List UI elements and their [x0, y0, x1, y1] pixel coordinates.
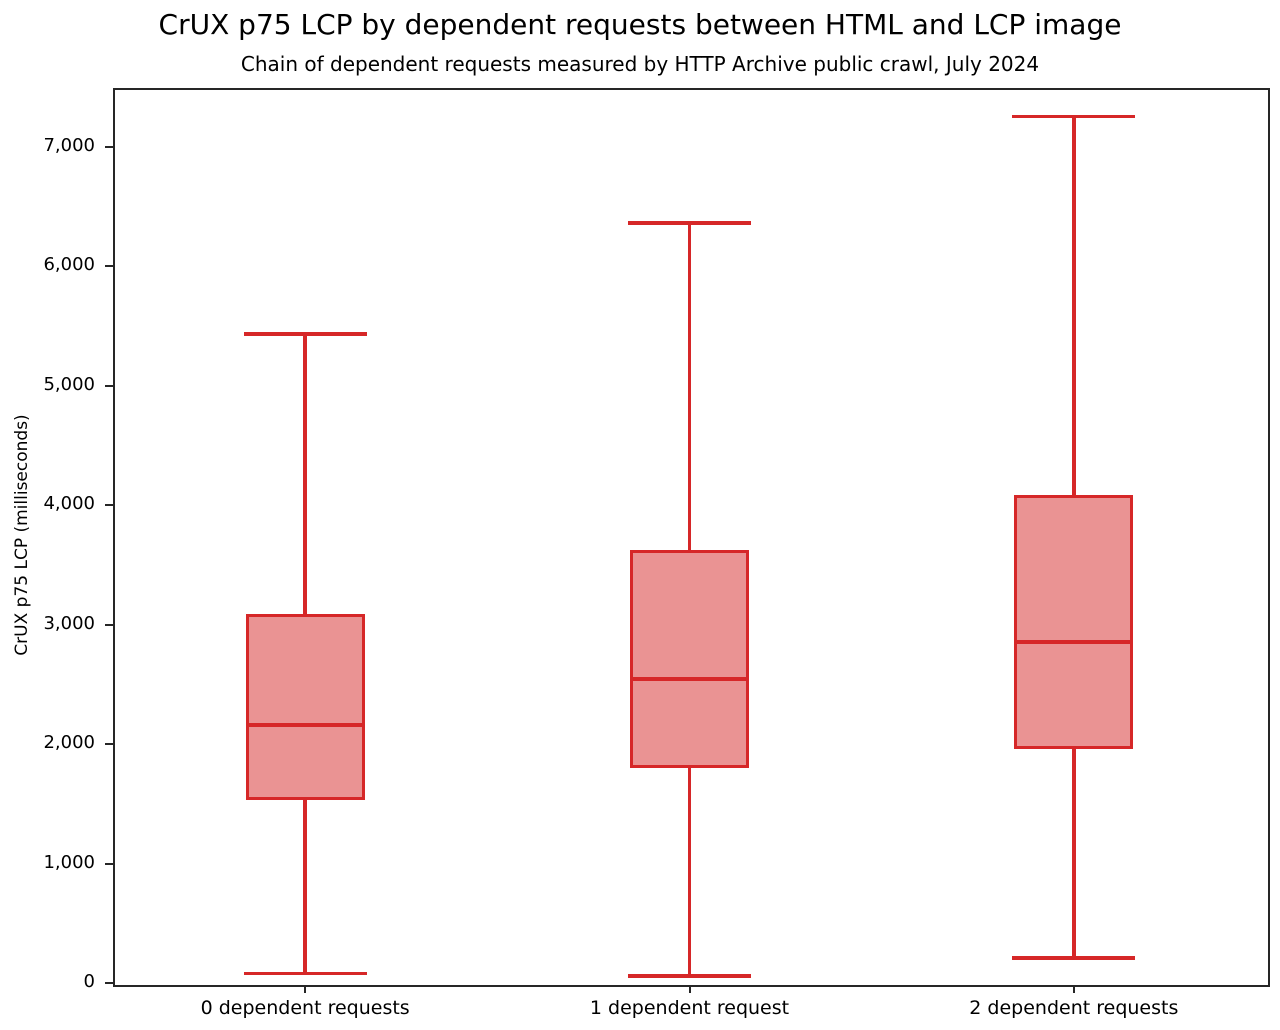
- y-tick-mark: [105, 384, 113, 387]
- y-tick-mark: [105, 982, 113, 984]
- chart-title: CrUX p75 LCP by dependent requests betwe…: [158, 8, 1122, 41]
- y-tick-label: 6,000: [43, 254, 95, 276]
- upper-whisker-line: [687, 223, 692, 551]
- y-tick-mark: [105, 145, 113, 148]
- lower-whisker-line: [687, 767, 692, 976]
- y-tick-mark: [105, 504, 113, 507]
- lower-whisker-line: [303, 800, 307, 974]
- y-tick-label: 2,000: [43, 732, 95, 753]
- lower-whisker-cap: [628, 974, 751, 978]
- x-tick-mark: [688, 985, 691, 993]
- upper-whisker-line: [1072, 116, 1076, 496]
- x-tick-label-0: 0 dependent requests: [200, 997, 410, 1019]
- x-tick-label-1: 1 dependent request: [589, 997, 790, 1019]
- lower-whisker-cap: [1012, 956, 1136, 960]
- y-tick-label: 4,000: [43, 493, 95, 515]
- x-tick-mark: [304, 985, 307, 993]
- x-tick-mark: [1072, 985, 1075, 993]
- box-rect: [245, 613, 365, 801]
- chart-subtitle: Chain of dependent requests measured by …: [240, 52, 1040, 76]
- y-tick-label: 7,000: [43, 134, 95, 156]
- upper-whisker-cap: [1012, 114, 1136, 119]
- upper-whisker-line: [303, 334, 307, 614]
- lower-whisker-cap: [243, 971, 367, 976]
- upper-whisker-cap: [628, 221, 751, 225]
- x-tick-label-2: 2 dependent requests: [969, 997, 1179, 1019]
- median-line: [1014, 640, 1134, 645]
- y-tick-mark: [105, 862, 113, 865]
- y-tick-label: 1,000: [43, 851, 95, 873]
- y-tick-mark: [105, 265, 113, 268]
- box-rect: [1014, 495, 1134, 749]
- lower-whisker-line: [1072, 748, 1076, 958]
- box-rect: [629, 550, 750, 768]
- y-tick-mark: [105, 623, 113, 626]
- median-line: [629, 677, 750, 682]
- median-line: [245, 722, 365, 727]
- y-tick-mark: [105, 743, 113, 745]
- upper-whisker-cap: [243, 332, 367, 336]
- y-tick-label: 3,000: [43, 612, 95, 634]
- y-tick-label: 0: [83, 971, 95, 992]
- y-tick-label: 5,000: [43, 373, 95, 395]
